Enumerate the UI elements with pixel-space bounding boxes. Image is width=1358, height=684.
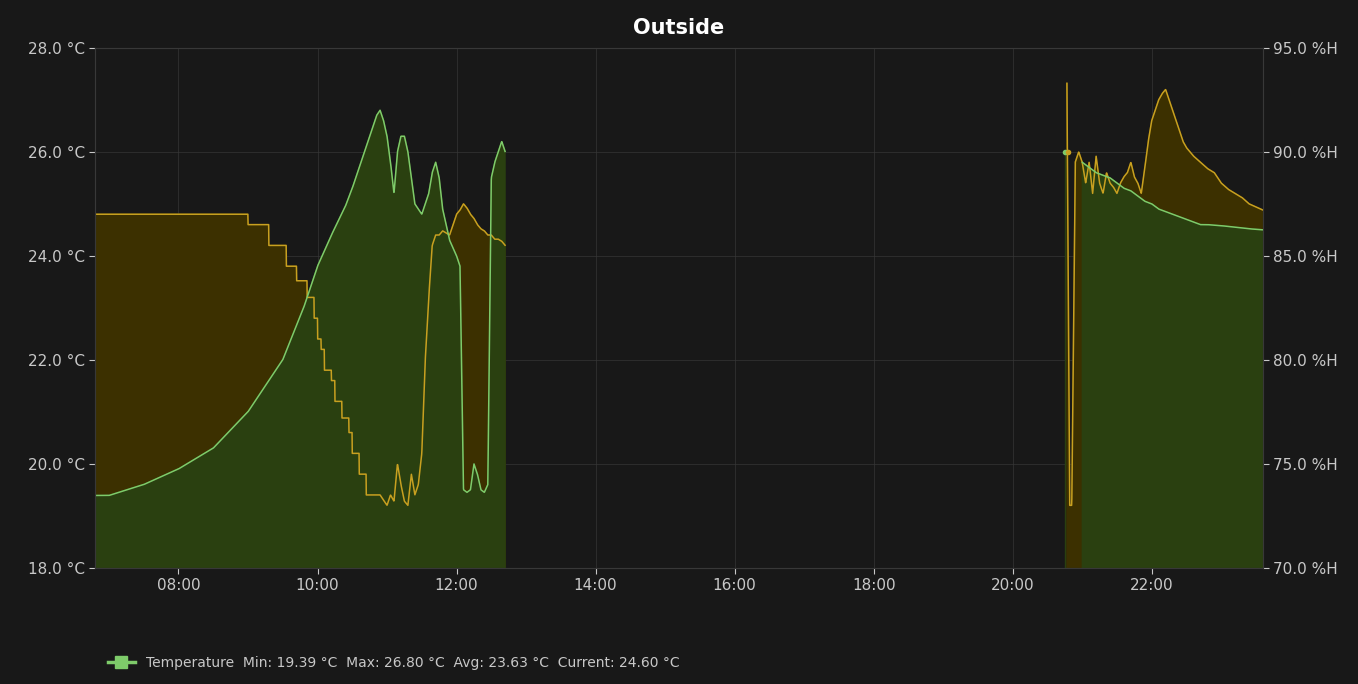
Title: Outside: Outside [633,18,725,38]
